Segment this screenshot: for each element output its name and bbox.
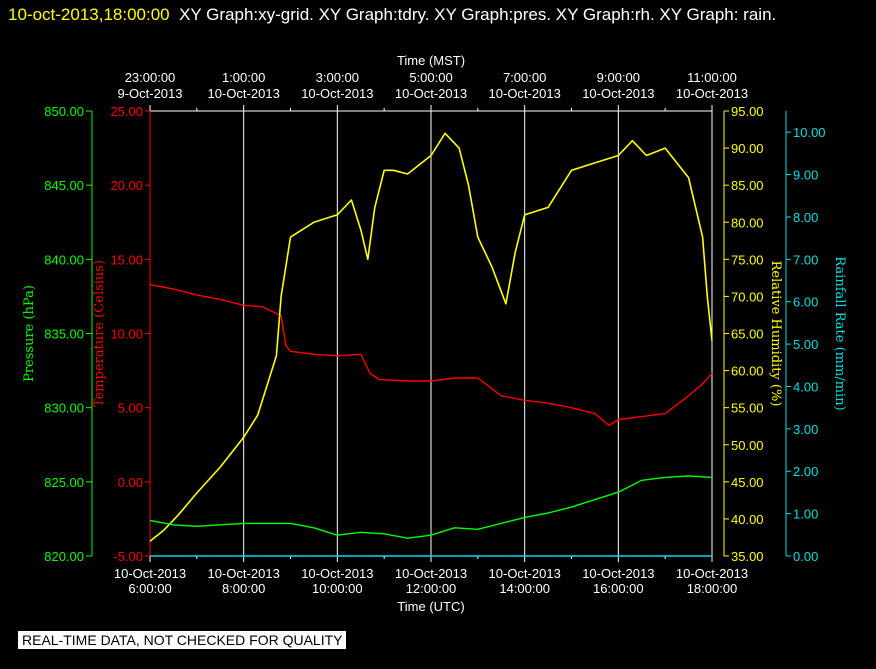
header-graph-list: XY Graph:xy-grid. XY Graph:tdry. XY Grap… (179, 5, 777, 24)
series-line-humidity (149, 132, 713, 542)
temperature-tick-label: 10.00 (110, 327, 143, 342)
humidity-axis-label: Relative Humidity (%) (768, 261, 783, 407)
x-tick-label-bottom-time: 8:00:00 (222, 581, 265, 596)
humidity-tick-label: 45.00 (731, 475, 764, 490)
x-tick-label-top-time: 23:00:00 (125, 70, 176, 85)
series-line-temperature (149, 283, 713, 427)
humidity-tick-label: 65.00 (731, 327, 764, 342)
x-tick-label-top-date: 10-Oct-2013 (395, 86, 467, 101)
pressure-tick-label: 845.00 (44, 178, 84, 193)
x-tick-label-top-time: 11:00:00 (687, 70, 737, 85)
rain-tick-label: 8.00 (793, 210, 818, 225)
humidity-tick-label: 35.00 (731, 549, 764, 564)
x-tick-label-bottom-date: 10-Oct-2013 (676, 566, 748, 581)
rain-tick-label: 6.00 (793, 295, 818, 310)
rain-tick-label: 3.00 (793, 422, 818, 437)
temperature-tick-label: 25.00 (110, 104, 143, 119)
temperature-tick-label: 5.00 (118, 401, 143, 416)
quality-disclaimer: REAL-TIME DATA, NOT CHECKED FOR QUALITY (18, 631, 347, 649)
x-tick-label-bottom-date: 10-Oct-2013 (395, 566, 467, 581)
x-tick-label-bottom-date: 10-Oct-2013 (301, 566, 373, 581)
header-caption: 10-oct-2013,18:00:00 XY Graph:xy-grid. X… (8, 2, 868, 28)
humidity-tick-label: 80.00 (731, 215, 764, 230)
x-tick-label-top-date: 10-Oct-2013 (208, 86, 280, 101)
rain-tick-label: 7.00 (793, 252, 818, 267)
rain-axis-label: Rainfall Rate (mm/min) (832, 256, 847, 410)
x-tick-label-bottom-time: 16:00:00 (593, 581, 644, 596)
header-timestamp: 10-oct-2013,18:00:00 (8, 5, 170, 24)
temperature-tick-label: 0.00 (118, 475, 143, 490)
pressure-tick-label: 840.00 (44, 252, 84, 267)
pressure-tick-label: 850.00 (44, 104, 84, 119)
humidity-tick-label: 70.00 (731, 289, 764, 304)
x-tick-label-top-time: 7:00:00 (503, 70, 546, 85)
rain-tick-label: 0.00 (793, 549, 818, 564)
rain-tick-label: 2.00 (793, 464, 818, 479)
x-tick-label-top-date: 10-Oct-2013 (301, 86, 373, 101)
series-line-pressure (149, 475, 713, 539)
x-tick-label-top-time: 1:00:00 (222, 70, 265, 85)
x-tick-label-bottom-time: 10:00:00 (312, 581, 363, 596)
pressure-tick-label: 830.00 (44, 401, 84, 416)
pressure-axis-label: Pressure (hPa) (22, 285, 37, 382)
humidity-tick-label: 55.00 (731, 401, 764, 416)
x-tick-label-bottom-date: 10-Oct-2013 (114, 566, 186, 581)
x-axis-label-bottom: Time (UTC) (397, 599, 464, 614)
rain-tick-label: 9.00 (793, 168, 818, 183)
x-tick-label-top-date: 10-Oct-2013 (676, 86, 748, 101)
humidity-tick-label: 90.00 (731, 141, 764, 156)
humidity-tick-label: 50.00 (731, 438, 764, 453)
x-tick-label-bottom-time: 18:00:00 (687, 581, 738, 596)
x-tick-label-top-time: 3:00:00 (316, 70, 359, 85)
pressure-tick-label: 820.00 (44, 549, 84, 564)
temperature-tick-label: -5.00 (113, 549, 143, 564)
temperature-tick-label: 15.00 (110, 252, 143, 267)
pressure-tick-label: 835.00 (44, 327, 84, 342)
x-tick-label-bottom-time: 14:00:00 (499, 581, 550, 596)
humidity-tick-label: 95.00 (731, 104, 764, 119)
humidity-tick-label: 75.00 (731, 252, 764, 267)
rain-tick-label: 5.00 (793, 337, 818, 352)
x-axis-label-top: Time (MST) (397, 53, 465, 68)
x-tick-label-bottom-date: 10-Oct-2013 (489, 566, 561, 581)
rain-tick-label: 1.00 (793, 507, 818, 522)
x-tick-label-bottom-date: 10-Oct-2013 (208, 566, 280, 581)
x-tick-label-bottom-date: 10-Oct-2013 (582, 566, 654, 581)
temperature-axis-label: Temperature (Celsius) (92, 260, 107, 407)
temperature-tick-label: 20.00 (110, 178, 143, 193)
rain-tick-label: 4.00 (793, 379, 818, 394)
humidity-tick-label: 85.00 (731, 178, 764, 193)
rain-tick-label: 10.00 (793, 125, 826, 140)
x-tick-label-bottom-time: 12:00:00 (406, 581, 457, 596)
humidity-tick-label: 40.00 (731, 512, 764, 527)
x-tick-label-top-time: 9:00:00 (597, 70, 640, 85)
x-tick-label-top-date: 10-Oct-2013 (489, 86, 561, 101)
humidity-tick-label: 60.00 (731, 364, 764, 379)
x-tick-label-top-time: 5:00:00 (409, 70, 452, 85)
x-tick-label-top-date: 10-Oct-2013 (582, 86, 654, 101)
x-tick-label-top-date: 9-Oct-2013 (117, 86, 182, 101)
pressure-tick-label: 825.00 (44, 475, 84, 490)
x-tick-label-bottom-time: 6:00:00 (128, 581, 171, 596)
